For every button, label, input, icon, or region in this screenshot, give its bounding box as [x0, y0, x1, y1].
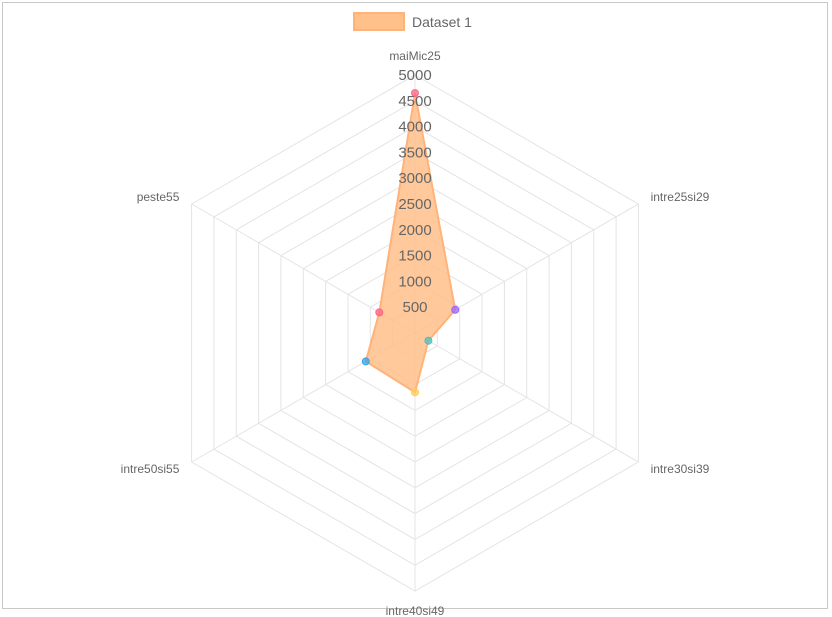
axis-label: intre30si39	[651, 462, 710, 476]
legend[interactable]: Dataset 1	[353, 12, 472, 31]
axis-label: intre50si55	[121, 462, 180, 476]
data-point[interactable]	[375, 308, 384, 317]
tick-label: 1000	[398, 273, 431, 290]
grid-spoke	[414, 332, 639, 463]
radar-series	[364, 92, 457, 394]
axis-label: intre25si29	[651, 190, 710, 204]
data-point[interactable]	[411, 89, 419, 98]
axis-label: maiMic25	[389, 49, 441, 63]
data-point[interactable]	[424, 336, 433, 345]
tick-label: 1500	[398, 248, 431, 265]
tick-label: 2500	[398, 196, 431, 213]
legend-label: Dataset 1	[412, 14, 472, 30]
tick-label: 5000	[398, 67, 431, 84]
tick-label: 3000	[398, 170, 431, 187]
tick-label: 500	[402, 299, 427, 316]
radar-axis-labels: maiMic25 intre25si29 intre30si39 intre40si4…	[121, 49, 710, 617]
radar-points	[361, 89, 460, 397]
tick-label: 4500	[398, 93, 431, 110]
tick-label: 4000	[398, 119, 431, 136]
radar-ticks: 500 1000 1500 2000 2500 3000 3500 4000 4500 5000	[398, 67, 431, 316]
tick-label: 2000	[398, 222, 431, 239]
axis-label: intre40si49	[386, 604, 445, 617]
data-point[interactable]	[411, 388, 419, 397]
legend-swatch	[353, 12, 405, 31]
tick-label: 3500	[398, 144, 431, 161]
data-point[interactable]	[361, 357, 370, 366]
series-area	[364, 92, 457, 394]
axis-label: peste55	[137, 190, 180, 204]
data-point[interactable]	[451, 305, 460, 314]
